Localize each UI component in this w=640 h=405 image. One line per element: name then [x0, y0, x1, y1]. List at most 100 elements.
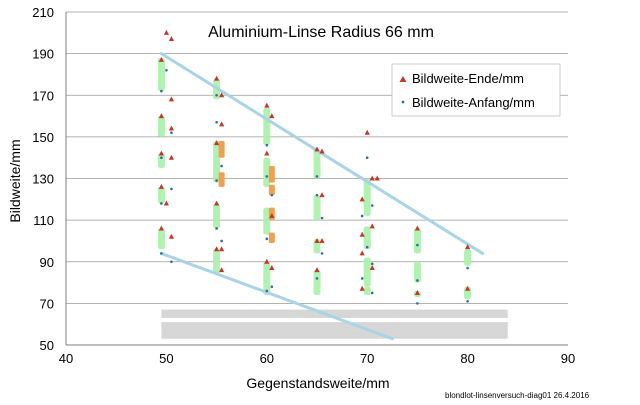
green-bar-21 — [413, 228, 421, 254]
point-ende-8 — [158, 183, 164, 189]
point-ende-13 — [219, 92, 225, 98]
point-ende-34 — [374, 175, 380, 181]
green-bar-24 — [464, 249, 472, 266]
green-bar-18 — [363, 226, 371, 250]
point-anfang-19 — [265, 237, 269, 241]
trend-lines — [159, 52, 485, 341]
point-ende-30 — [319, 237, 325, 243]
point-ende-29 — [314, 237, 320, 243]
point-ende-12 — [214, 75, 220, 81]
point-ende-36 — [369, 223, 375, 229]
footnote: blondlot-linsenversuch-diag01 26.4.2016 — [445, 391, 590, 400]
point-anfang-30 — [360, 277, 364, 280]
green-bar-12 — [263, 261, 271, 296]
point-ende-4 — [158, 113, 164, 119]
point-ende-16 — [214, 200, 220, 206]
y-axis-label: Bildweite/mm — [7, 139, 23, 222]
point-anfang-28 — [365, 245, 369, 249]
point-anfang-20 — [315, 175, 319, 178]
point-ende-10 — [158, 225, 164, 231]
point-anfang-7 — [160, 252, 163, 255]
point-ende-24 — [264, 258, 270, 264]
green-bar-14 — [313, 195, 321, 221]
point-anfang-17 — [265, 289, 269, 293]
point-anfang-16 — [270, 193, 274, 197]
point-anfang-21 — [315, 193, 319, 197]
point-ende-40 — [359, 285, 365, 291]
trend-line-1 — [159, 251, 394, 341]
point-anfang-12 — [220, 239, 223, 243]
point-anfang-1 — [160, 89, 163, 93]
point-anfang-6 — [170, 260, 173, 264]
x-tick-4: 80 — [460, 351, 474, 366]
point-anfang-8 — [215, 93, 218, 97]
point-ende-5 — [168, 125, 175, 131]
point-anfang-22 — [320, 216, 324, 220]
point-anfang-26 — [360, 214, 364, 218]
legend-marker-ende — [399, 76, 407, 82]
point-ende-19 — [219, 267, 225, 273]
x-tick-3: 70 — [360, 351, 374, 366]
gray-band-1 — [161, 322, 508, 331]
data-series — [158, 29, 471, 305]
y-tick-5: 150 — [32, 130, 54, 145]
point-ende-6 — [158, 150, 164, 156]
green-bar-3 — [157, 186, 165, 204]
legend-marker-anfang — [401, 100, 405, 104]
green-bar-8 — [213, 249, 221, 275]
point-anfang-10 — [220, 164, 223, 168]
point-anfang-35 — [466, 266, 469, 270]
point-anfang-23 — [320, 252, 324, 255]
tick-labels: 40 50 60 70 80 90 50 70 90 110 130 150 170 190 210 — [32, 5, 575, 366]
green-bar-0 — [157, 57, 165, 92]
point-ende-14 — [219, 121, 225, 127]
point-ende-21 — [269, 113, 275, 119]
point-ende-32 — [364, 129, 370, 135]
gray-band-0 — [161, 309, 508, 318]
point-anfang-25 — [365, 156, 369, 159]
point-ende-39 — [369, 264, 375, 270]
point-anfang-36 — [466, 299, 469, 303]
trend-line-0 — [159, 52, 485, 255]
y-tick-6: 170 — [32, 88, 54, 103]
y-tick-2: 90 — [40, 255, 54, 270]
point-ende-28 — [319, 192, 325, 198]
orange-highlight-bars — [218, 141, 275, 244]
point-anfang-34 — [416, 302, 419, 305]
y-tick-8: 210 — [32, 5, 54, 20]
point-anfang-11 — [215, 179, 218, 182]
point-ende-43 — [465, 244, 471, 250]
point-anfang-4 — [170, 187, 173, 191]
point-ende-27 — [319, 148, 325, 154]
green-bar-16 — [313, 270, 321, 296]
legend-label-anfang: Bildweite-Anfang/mm — [412, 95, 535, 110]
point-ende-3 — [168, 96, 175, 102]
point-ende-0 — [158, 56, 164, 62]
point-ende-7 — [168, 154, 175, 160]
green-bar-1 — [157, 116, 165, 137]
point-ende-42 — [414, 289, 420, 295]
green-bar-11 — [263, 207, 271, 235]
y-tick-0: 50 — [40, 338, 54, 353]
point-anfang-31 — [370, 291, 374, 295]
point-anfang-3 — [160, 156, 163, 159]
y-tick-1: 70 — [40, 296, 54, 311]
series-0 — [158, 29, 471, 295]
y-tick-3: 110 — [33, 213, 54, 228]
point-ende-22 — [264, 150, 270, 156]
x-tick-2: 60 — [260, 351, 274, 366]
orange-bar-5 — [268, 232, 275, 244]
y-tick-4: 130 — [32, 172, 54, 187]
green-bar-7 — [213, 203, 221, 229]
x-tick-1: 50 — [159, 351, 173, 366]
green-bar-4 — [157, 228, 165, 250]
orange-bar-3 — [268, 184, 275, 196]
point-ende-38 — [359, 250, 365, 256]
point-ende-18 — [214, 246, 220, 252]
orange-bar-0 — [218, 141, 225, 158]
point-anfang-15 — [265, 175, 269, 178]
x-axis-label: Gegenstandsweite/mm — [246, 375, 389, 391]
point-anfang-32 — [416, 243, 419, 247]
legend-label-ende: Bildweite-Ende/mm — [412, 71, 524, 86]
